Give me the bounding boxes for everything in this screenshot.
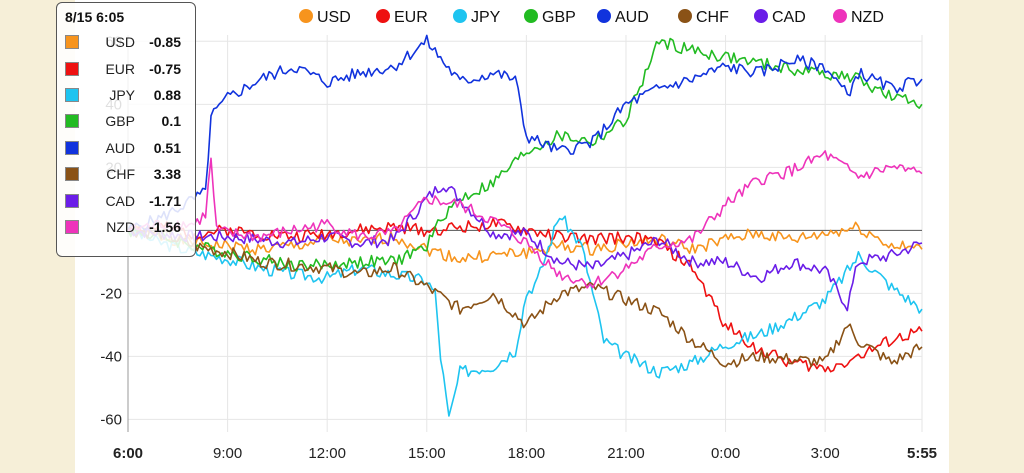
legend-label-chf: CHF	[696, 9, 729, 26]
legend-marker-chf	[678, 9, 692, 23]
tooltip-swatch	[65, 219, 79, 234]
tooltip-swatch	[65, 167, 79, 182]
tooltip-row-eur: EUR -0.75	[65, 55, 187, 81]
hover-tooltip: 8/15 6:05 USD -0.85 EUR -0.75 JPY 0.88 GBP 0.1 A…	[56, 2, 196, 257]
legend-marker-jpy	[453, 9, 467, 23]
legend-marker-aud	[597, 9, 611, 23]
tooltip-row-jpy: JPY 0.88	[65, 82, 187, 108]
tooltip-value: 0.1	[161, 113, 181, 130]
legend-marker-eur	[376, 9, 390, 23]
tooltip-value: -0.75	[149, 60, 181, 77]
x-tick-label: 21:00	[607, 445, 645, 462]
tooltip-title: 8/15 6:05	[65, 9, 125, 25]
legend-label-nzd: NZD	[851, 9, 884, 26]
tooltip-currency: EUR	[105, 60, 135, 77]
tooltip-currency: CAD	[105, 192, 135, 209]
tooltip-swatch	[65, 61, 79, 76]
series-line-chf	[127, 227, 923, 368]
series-line-usd	[128, 221, 923, 264]
tooltip-row-aud: AUD 0.51	[65, 135, 187, 161]
tooltip-row-usd: USD -0.85	[65, 29, 187, 55]
tooltip-swatch	[65, 35, 79, 50]
y-tick-label: -20	[100, 285, 122, 302]
series-line-eur	[127, 217, 923, 373]
tooltip-currency: CHF	[106, 166, 135, 183]
tooltip-row-chf: CHF 3.38	[65, 161, 187, 187]
x-tick-label: 0:00	[711, 445, 740, 462]
tooltip-swatch	[65, 87, 79, 102]
y-tick-label: -40	[100, 348, 122, 365]
legend-label-jpy: JPY	[471, 9, 501, 26]
series-line-aud	[127, 34, 923, 231]
legend-marker-gbp	[524, 9, 538, 23]
tooltip-swatch	[65, 193, 79, 208]
x-tick-label: 6:00	[113, 445, 143, 462]
tooltip-row-nzd: NZD -1.56	[65, 214, 187, 240]
tooltip-currency: GBP	[105, 113, 135, 130]
tooltip-rows: USD -0.85 EUR -0.75 JPY 0.88 GBP 0.1 AUD 0.51 CHF 3…	[65, 29, 187, 240]
tooltip-currency: NZD	[106, 218, 135, 235]
tooltip-row-gbp: GBP 0.1	[65, 108, 187, 134]
y-tick-label: -60	[100, 411, 122, 428]
tooltip-value: 3.38	[153, 166, 181, 183]
legend-label-usd: USD	[317, 9, 351, 26]
tooltip-value: -0.85	[149, 34, 181, 51]
legend-label-eur: EUR	[394, 9, 428, 26]
tooltip-row-cad: CAD -1.71	[65, 187, 187, 213]
tooltip-currency: USD	[105, 34, 135, 51]
tooltip-currency: AUD	[105, 139, 135, 156]
tooltip-value: -1.56	[149, 218, 181, 235]
tooltip-currency: JPY	[109, 86, 135, 103]
x-tick-label: 9:00	[213, 445, 242, 462]
legend-label-cad: CAD	[772, 9, 806, 26]
x-tick-label: 3:00	[811, 445, 840, 462]
x-tick-label: 18:00	[508, 445, 546, 462]
x-tick-label: 15:00	[408, 445, 446, 462]
x-tick-label: 12:00	[308, 445, 346, 462]
series-line-cad	[127, 186, 923, 312]
legend-marker-usd	[299, 9, 313, 23]
legend-marker-cad	[754, 9, 768, 23]
series-line-nzd	[127, 150, 923, 289]
tooltip-swatch	[65, 140, 79, 155]
tooltip-swatch	[65, 114, 79, 129]
legend-label-gbp: GBP	[542, 9, 576, 26]
x-tick-label: 5:55	[907, 445, 937, 462]
tooltip-value: 0.88	[153, 86, 181, 103]
legend-marker-nzd	[833, 9, 847, 23]
legend-label-aud: AUD	[615, 9, 649, 26]
tooltip-value: -1.71	[149, 192, 181, 209]
tooltip-value: 0.51	[153, 139, 181, 156]
